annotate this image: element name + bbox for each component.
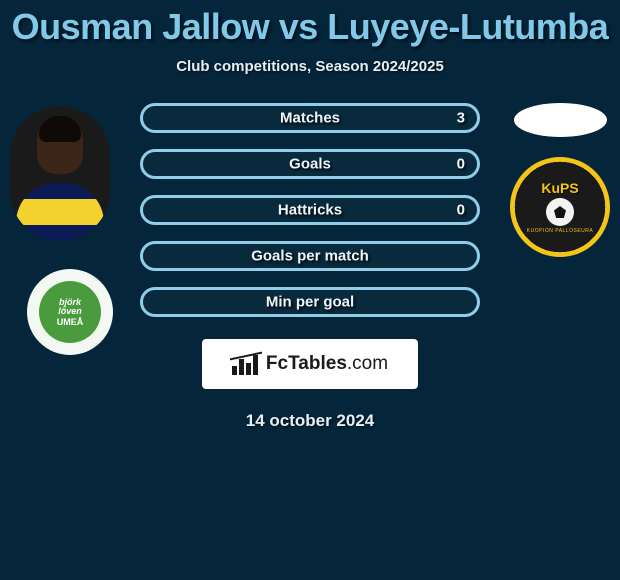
club-right-sub: KUOPION PALLOSEURA [527, 228, 593, 234]
comparison-content: björk löven UMEÅ KuPS KUOPION PALLOSEURA… [0, 103, 620, 431]
brand-light: .com [347, 353, 388, 374]
stat-bars: Matches 3 Goals 0 Hattricks 0 Goals per … [140, 103, 480, 317]
stat-bar: Matches 3 [140, 103, 480, 133]
stat-bar: Hattricks 0 [140, 195, 480, 225]
soccer-ball-icon [546, 198, 574, 226]
stat-label: Goals per match [251, 248, 369, 265]
brand-mid: Tables [288, 353, 347, 374]
stat-label: Matches [280, 110, 340, 127]
club-left-line2: löven [58, 307, 82, 316]
club-badge-right: KuPS KUOPION PALLOSEURA [510, 157, 610, 257]
club-badge-left: björk löven UMEÅ [27, 269, 113, 355]
brand-text: FcTables.com [266, 353, 388, 375]
bar-chart-icon [232, 353, 260, 375]
stat-bar: Goals 0 [140, 149, 480, 179]
player-jersey [16, 183, 104, 241]
subtitle: Club competitions, Season 2024/2025 [0, 58, 620, 75]
club-badge-left-inner: björk löven UMEÅ [39, 281, 101, 343]
stat-value: 0 [457, 202, 465, 219]
date-text: 14 october 2024 [0, 411, 620, 431]
stat-value: 3 [457, 110, 465, 127]
brand-box: FcTables.com [202, 339, 418, 389]
player-placeholder-right [514, 103, 607, 137]
player-head [37, 118, 83, 174]
stat-bar: Min per goal [140, 287, 480, 317]
stat-label: Min per goal [266, 294, 354, 311]
stat-label: Goals [289, 156, 331, 173]
club-right-label: KuPS [541, 180, 578, 196]
stat-bar: Goals per match [140, 241, 480, 271]
stat-label: Hattricks [278, 202, 342, 219]
brand-bold: Fc [266, 353, 288, 374]
page-title: Ousman Jallow vs Luyeye-Lutumba [0, 0, 620, 48]
stat-value: 0 [457, 156, 465, 173]
club-left-line3: UMEÅ [57, 318, 84, 327]
player-photo-left [10, 106, 110, 241]
